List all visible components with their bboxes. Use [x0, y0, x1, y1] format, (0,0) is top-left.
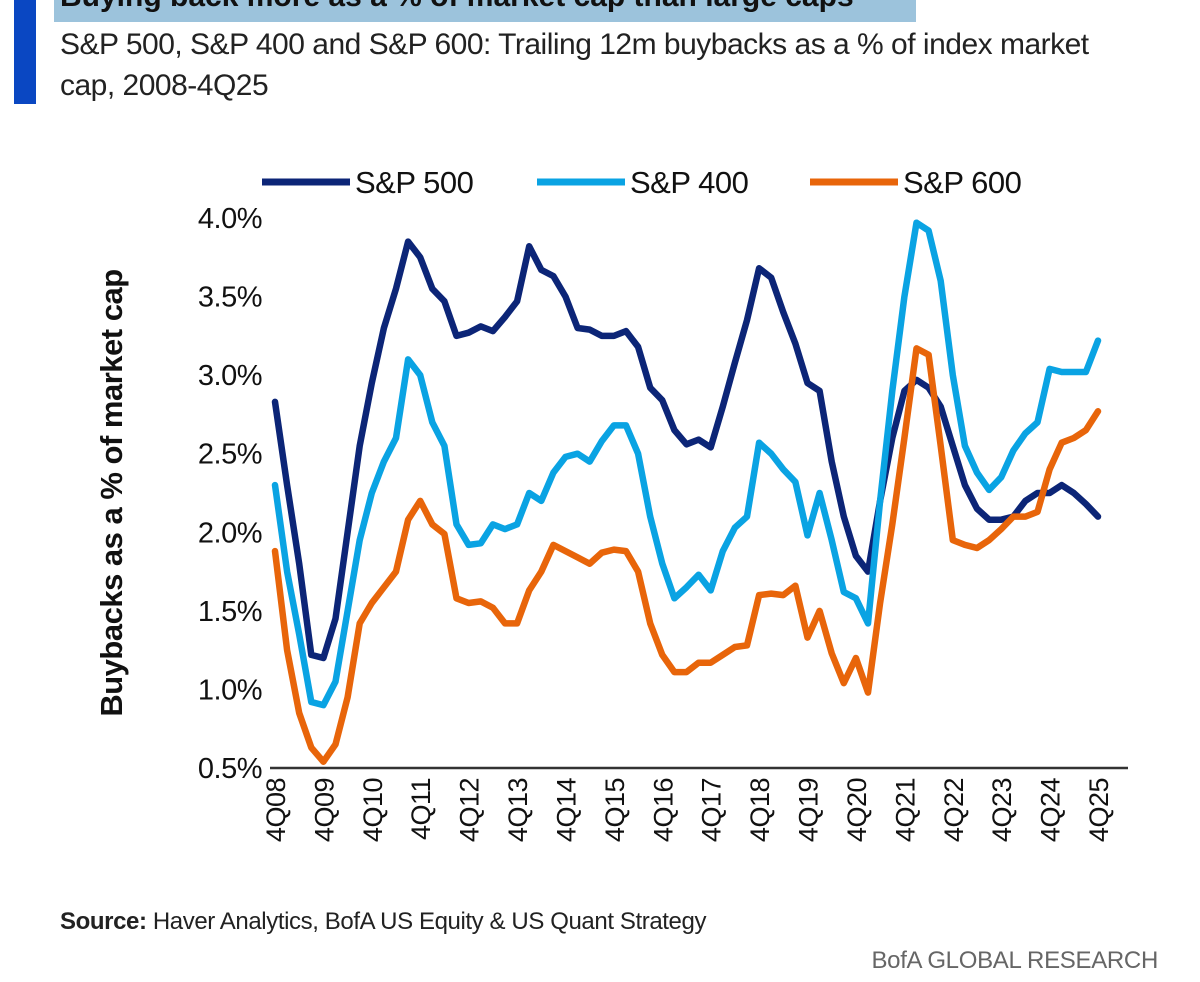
x-tick-label: 4Q20 — [842, 778, 872, 842]
chart-subtitle: S&P 500, S&P 400 and S&P 600: Trailing 1… — [60, 28, 1089, 102]
y-tick-label: 2.0% — [198, 517, 262, 549]
brand-label: BofA GLOBAL RESEARCH — [871, 947, 1158, 974]
source-label: Source: — [60, 908, 147, 935]
x-tick-label: 4Q21 — [890, 778, 920, 842]
x-tick-label: 4Q10 — [358, 778, 388, 842]
x-tick-label: 4Q17 — [697, 778, 727, 842]
y-axis-label: Buybacks as a % of market cap — [94, 269, 129, 716]
x-tick-label: 4Q24 — [1036, 778, 1066, 843]
x-tick-label: 4Q13 — [503, 778, 533, 842]
x-tick-label: 4Q19 — [794, 778, 824, 842]
series-line-sp400 — [271, 219, 1102, 709]
y-tick-label: 4.0% — [198, 203, 262, 235]
series-line-sp600 — [271, 345, 1102, 765]
legend-label: S&P 500 — [355, 165, 474, 200]
x-tick-label: 4Q25 — [1084, 778, 1114, 842]
x-tick-label: 4Q11 — [406, 778, 436, 840]
x-tick-label: 4Q12 — [455, 778, 485, 842]
y-tick-label: 1.0% — [198, 674, 262, 706]
accent-bar — [14, 0, 36, 104]
legend-label: S&P 600 — [903, 165, 1022, 200]
x-tick-label: 4Q14 — [551, 778, 581, 843]
y-tick-label: 3.5% — [198, 282, 262, 314]
source-note: Source: Haver Analytics, BofA US Equity … — [60, 908, 706, 936]
x-tick-label: 4Q09 — [309, 778, 339, 842]
x-tick-label: 4Q23 — [987, 778, 1017, 842]
source-text: Haver Analytics, BofA US Equity & US Qua… — [152, 908, 707, 935]
x-tick-label: 4Q16 — [648, 778, 678, 842]
y-tick-label: 3.0% — [198, 360, 262, 392]
y-tick-label: 2.5% — [198, 439, 262, 471]
chart-title: Buying back more as a % of market cap th… — [54, 0, 916, 22]
x-tick-label: 4Q18 — [745, 778, 775, 842]
x-tick-label: 4Q22 — [939, 778, 969, 842]
x-tick-label: 4Q15 — [600, 778, 630, 842]
y-tick-label: 1.5% — [198, 596, 262, 628]
y-tick-label: 0.5% — [198, 753, 262, 785]
legend-label: S&P 400 — [630, 165, 749, 200]
x-tick-label: 4Q08 — [261, 778, 291, 842]
series-line-sp500 — [271, 238, 1102, 662]
chart-title-text: Buying back more as a % of market cap th… — [60, 0, 916, 12]
